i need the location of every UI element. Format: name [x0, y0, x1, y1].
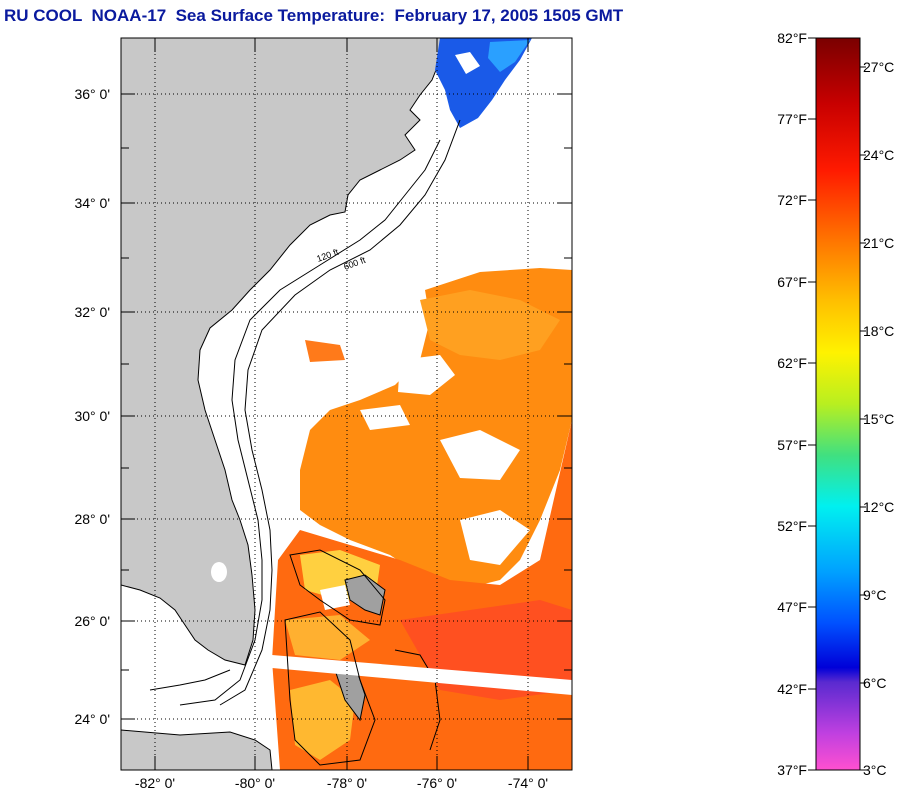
colorbar-label-c: 24°C	[863, 147, 895, 163]
lat-label: 26° 0'	[74, 613, 110, 629]
colorbar-label-c: 27°C	[863, 59, 895, 75]
colorbar-label-c: 18°C	[863, 323, 895, 339]
colorbar-label-f: 72°F	[777, 192, 807, 208]
colorbar-label-c: 12°C	[863, 499, 895, 515]
land-keys	[149, 669, 231, 691]
colorbar-label-c: 21°C	[863, 235, 895, 251]
lat-label: 28° 0'	[74, 511, 110, 527]
colorbar-label-f: 57°F	[777, 437, 807, 453]
swath-edge	[272, 655, 572, 695]
colorbar-label-f: 67°F	[777, 274, 807, 290]
colorbar-label-f: 52°F	[777, 518, 807, 534]
colorbar-label-f: 62°F	[777, 355, 807, 371]
land-mass	[121, 38, 449, 666]
colorbar-label-c: 15°C	[863, 411, 895, 427]
lon-label: -76° 0'	[416, 775, 458, 791]
contour-600ft	[219, 119, 461, 706]
lat-label: 36° 0'	[74, 86, 110, 102]
colorbar-label-f: 42°F	[777, 681, 807, 697]
colorbar-label-f: 37°F	[777, 762, 807, 778]
colorbar-label-c: 9°C	[863, 587, 887, 603]
lon-label: -82° 0'	[134, 775, 176, 791]
land-cuba	[121, 729, 273, 770]
colorbar-label-c: 6°C	[863, 675, 887, 691]
colorbar-label-f: 82°F	[777, 30, 807, 46]
map-title: RU COOL NOAA-17 Sea Surface Temperature:…	[4, 6, 624, 25]
lon-label: -80° 0'	[234, 775, 276, 791]
land-speck	[211, 562, 227, 582]
lon-label: -74° 0'	[507, 775, 549, 791]
lat-label: 34° 0'	[74, 195, 110, 211]
lat-label: 30° 0'	[74, 408, 110, 424]
colorbar	[815, 37, 861, 771]
lat-label: 24° 0'	[74, 711, 110, 727]
contour-120ft	[179, 139, 441, 706]
colorbar-label-c: 3°C	[863, 762, 887, 778]
colorbar-label-f: 77°F	[777, 111, 807, 127]
colorbar-label-f: 47°F	[777, 599, 807, 615]
bahamas-bank	[344, 574, 386, 616]
lat-label: 32° 0'	[74, 304, 110, 320]
lon-label: -78° 0'	[326, 775, 368, 791]
